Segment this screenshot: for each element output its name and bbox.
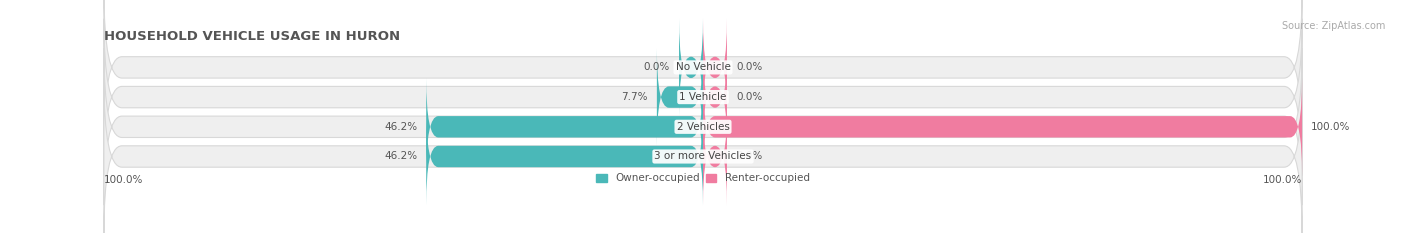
FancyBboxPatch shape — [657, 48, 703, 146]
FancyBboxPatch shape — [703, 108, 727, 205]
Text: Source: ZipAtlas.com: Source: ZipAtlas.com — [1281, 21, 1385, 31]
FancyBboxPatch shape — [426, 78, 703, 175]
Text: 100.0%: 100.0% — [104, 175, 143, 185]
Text: 3 or more Vehicles: 3 or more Vehicles — [654, 151, 752, 161]
Legend: Owner-occupied, Renter-occupied: Owner-occupied, Renter-occupied — [596, 173, 810, 183]
Text: 2 Vehicles: 2 Vehicles — [676, 122, 730, 132]
Text: 100.0%: 100.0% — [1263, 175, 1302, 185]
FancyBboxPatch shape — [703, 78, 1302, 175]
Text: 0.0%: 0.0% — [735, 62, 762, 72]
FancyBboxPatch shape — [426, 108, 703, 205]
Text: 0.0%: 0.0% — [644, 62, 671, 72]
FancyBboxPatch shape — [679, 19, 703, 116]
FancyBboxPatch shape — [104, 0, 1302, 146]
Text: 7.7%: 7.7% — [621, 92, 648, 102]
FancyBboxPatch shape — [104, 48, 1302, 205]
FancyBboxPatch shape — [703, 19, 727, 116]
FancyBboxPatch shape — [104, 19, 1302, 175]
Text: HOUSEHOLD VEHICLE USAGE IN HURON: HOUSEHOLD VEHICLE USAGE IN HURON — [104, 30, 401, 43]
Text: 46.2%: 46.2% — [384, 122, 418, 132]
Text: No Vehicle: No Vehicle — [675, 62, 731, 72]
FancyBboxPatch shape — [104, 78, 1302, 233]
FancyBboxPatch shape — [703, 48, 727, 146]
Text: 100.0%: 100.0% — [1310, 122, 1350, 132]
Text: 46.2%: 46.2% — [384, 151, 418, 161]
Text: 1 Vehicle: 1 Vehicle — [679, 92, 727, 102]
Text: 0.0%: 0.0% — [735, 151, 762, 161]
Text: 0.0%: 0.0% — [735, 92, 762, 102]
